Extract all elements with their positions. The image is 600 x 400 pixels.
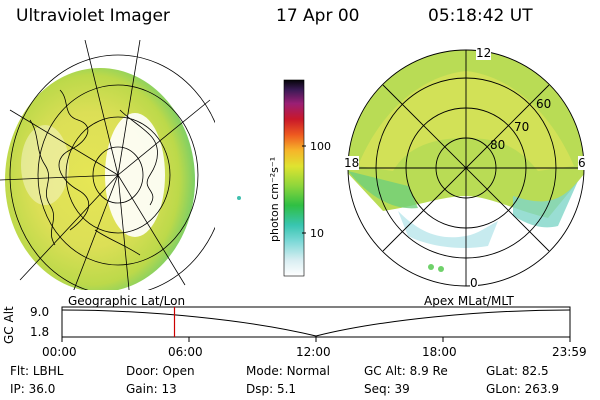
mlat-label-80: 80	[490, 138, 506, 152]
status-dsp: Dsp: 5.1	[246, 382, 297, 396]
time-tick-1200: 12:00	[296, 345, 331, 359]
mlat-label-70: 70	[514, 120, 530, 134]
polar-grid-icon	[347, 49, 585, 287]
status-gain: Gain: 13	[126, 382, 177, 396]
globe-grid-icon	[0, 40, 215, 290]
status-mode: Mode: Normal	[246, 364, 330, 378]
altitude-plot	[61, 306, 571, 342]
apex-polar-plot	[347, 49, 585, 287]
status-gc-alt: GC Alt: 8.9 Re	[364, 364, 448, 378]
time-tick-0000: 00:00	[42, 345, 77, 359]
geographic-label: Geographic Lat/Lon	[68, 294, 186, 308]
status-glat: GLat: 82.5	[486, 364, 549, 378]
colorbar-unit-label: photon cm⁻²s⁻¹	[268, 156, 281, 242]
mlt-label-0: 0	[470, 276, 478, 290]
altitude-curve	[61, 309, 571, 337]
time-tick-0600: 06:00	[168, 345, 203, 359]
altitude-ytick-high: 9.0	[30, 305, 50, 319]
status-door: Door: Open	[126, 364, 195, 378]
colorbar	[283, 79, 306, 277]
colorbar-tick-100: 100	[310, 140, 331, 153]
mlt-label-12: 12	[476, 46, 492, 60]
geographic-image	[0, 40, 215, 290]
mlt-label-6: 6	[578, 156, 586, 170]
time-tick-2359: 23:59	[552, 345, 587, 359]
colorbar-tick-10: 10	[310, 227, 324, 240]
status-glon: GLon: 263.9	[486, 382, 559, 396]
instrument-title: Ultraviolet Imager	[16, 6, 170, 26]
observation-time: 05:18:42 UT	[428, 6, 533, 26]
observation-date: 17 Apr 00	[276, 6, 360, 26]
altitude-ytick-low: 1.8	[30, 325, 50, 339]
apex-label: Apex MLat/MLT	[424, 294, 514, 308]
mlat-label-60: 60	[536, 97, 552, 111]
status-seq: Seq: 39	[364, 382, 410, 396]
status-flt: Flt: LBHL	[10, 364, 64, 378]
mlt-label-18: 18	[344, 156, 360, 170]
status-ip: IP: 36.0	[10, 382, 56, 396]
time-tick-1800: 18:00	[422, 345, 457, 359]
stray-pixel	[237, 196, 241, 200]
